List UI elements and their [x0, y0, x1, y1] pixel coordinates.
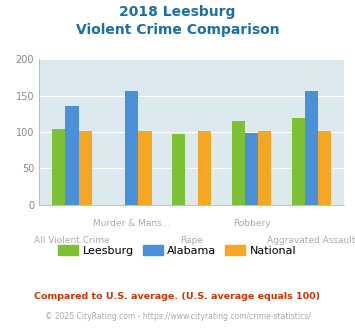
- Text: Murder & Mans...: Murder & Mans...: [93, 219, 170, 228]
- Bar: [305, 91, 318, 205]
- Bar: [138, 131, 152, 205]
- Bar: [52, 129, 65, 205]
- Bar: [172, 134, 185, 205]
- Text: Rape: Rape: [180, 236, 203, 245]
- Bar: [232, 121, 245, 205]
- Bar: [65, 106, 78, 205]
- Bar: [292, 118, 305, 205]
- Text: Robbery: Robbery: [233, 219, 271, 228]
- Legend: Leesburg, Alabama, National: Leesburg, Alabama, National: [54, 241, 301, 260]
- Text: Violent Crime Comparison: Violent Crime Comparison: [76, 23, 279, 37]
- Bar: [198, 131, 212, 205]
- Text: All Violent Crime: All Violent Crime: [34, 236, 110, 245]
- Bar: [258, 131, 271, 205]
- Bar: [78, 131, 92, 205]
- Bar: [245, 133, 258, 205]
- Bar: [318, 131, 331, 205]
- Text: Aggravated Assault: Aggravated Assault: [267, 236, 355, 245]
- Bar: [125, 91, 138, 205]
- Text: 2018 Leesburg: 2018 Leesburg: [119, 5, 236, 19]
- Text: © 2025 CityRating.com - https://www.cityrating.com/crime-statistics/: © 2025 CityRating.com - https://www.city…: [45, 312, 310, 321]
- Text: Compared to U.S. average. (U.S. average equals 100): Compared to U.S. average. (U.S. average …: [34, 292, 321, 301]
